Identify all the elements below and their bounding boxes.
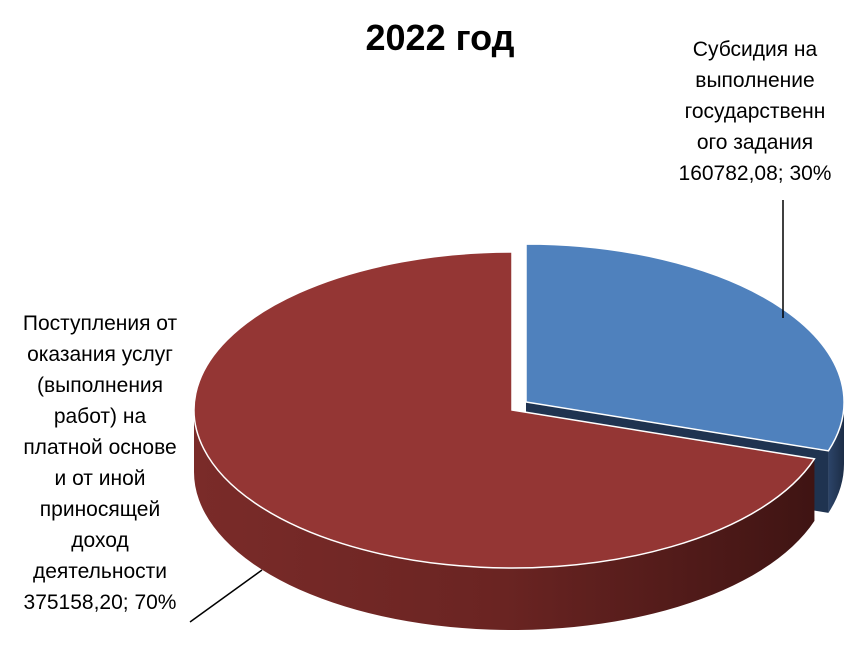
chart-title: 2022 год [366,17,515,58]
label-line: Субсидия на [693,38,818,61]
slice-side [828,402,844,513]
label-line: ого задания [697,131,813,154]
label-line: (выполнения [37,374,163,397]
label-line: приносящей [40,498,160,521]
label-line: выполнение [695,69,814,92]
slice [193,251,816,569]
value-label: 160782,08; 30% [679,162,832,185]
value-label: 375158,20; 70% [24,591,177,614]
label-line: работ) на [54,405,147,428]
label-line: деятельности [33,560,167,583]
label-line: платной основе [23,436,176,459]
label-line: оказания услуг [27,343,173,366]
label-line: государственн [685,100,826,123]
data-label: Субсидия на выполнение государственн ого за… [685,38,826,154]
data-label: Поступления от оказания услуг (выполнения р… [23,312,178,583]
label-line: Поступления от [23,312,178,335]
label-line: доход [71,529,128,552]
slice-side [194,410,815,630]
label-line: и от иной [55,467,146,490]
leader-line [189,569,263,623]
pie [193,243,845,630]
